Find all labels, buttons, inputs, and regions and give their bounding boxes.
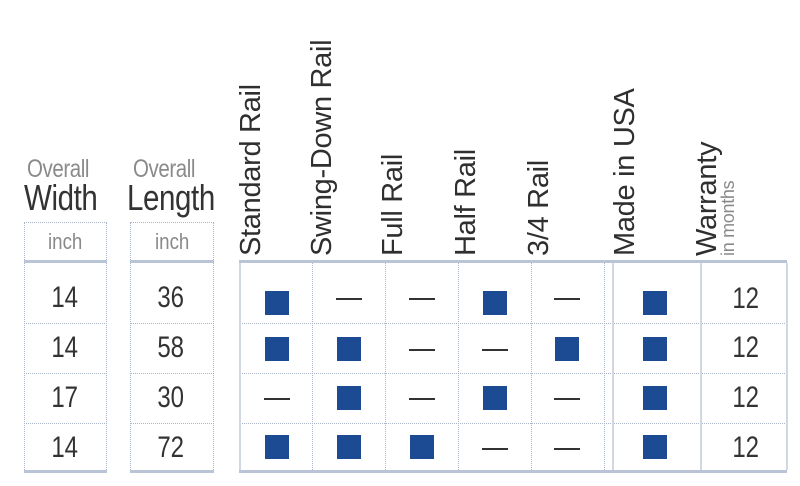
made-in-usa-yes	[643, 386, 667, 410]
swing-down-rail-yes	[337, 337, 361, 361]
made-in-usa-yes	[643, 337, 667, 361]
swing-down-rail-yes	[337, 386, 361, 410]
column-border	[24, 263, 25, 470]
column-border	[604, 263, 605, 470]
standard-rail-yes	[265, 435, 289, 459]
three-quarter-rail-no	[554, 448, 580, 450]
column-border	[531, 263, 532, 470]
length-value: 72	[157, 431, 185, 464]
width-bottom-rule	[24, 470, 107, 473]
overall-width-caption: Overall	[27, 155, 90, 183]
length-value: 36	[157, 281, 185, 314]
row-divider	[130, 323, 214, 324]
half-rail-no	[482, 349, 508, 351]
column-border	[700, 263, 702, 470]
column-border	[385, 263, 386, 470]
three-quarter-rail-no	[554, 398, 580, 400]
row-divider	[239, 373, 787, 374]
length-value: 30	[157, 381, 185, 414]
column-border	[458, 263, 459, 470]
warranty-value: 12	[732, 331, 760, 364]
width-unit: inch	[24, 222, 107, 260]
width-value: 14	[51, 331, 79, 364]
warranty-value: 12	[732, 282, 760, 315]
half-rail-yes	[483, 291, 507, 315]
row-divider	[24, 323, 107, 324]
width-value: 14	[51, 431, 79, 464]
length-title: Length	[127, 177, 215, 218]
full-rail-yes	[410, 435, 434, 459]
length-top-rule	[130, 260, 214, 263]
row-divider	[24, 373, 107, 374]
width-title: Width	[24, 177, 98, 218]
swing-down-rail-no	[336, 298, 362, 300]
swing-down-rail-yes	[337, 435, 361, 459]
column-border	[612, 263, 614, 470]
column-border	[239, 263, 241, 470]
length-value: 58	[157, 331, 185, 364]
full-rail-no	[409, 298, 435, 300]
full-rail-no	[409, 398, 435, 400]
three-quarter-rail-no	[554, 298, 580, 300]
column-border	[312, 263, 313, 470]
standard-rail-yes	[265, 337, 289, 361]
three-quarter-rail-yes	[555, 337, 579, 361]
warranty-sublabel: in months	[718, 180, 738, 256]
full-rail-no	[409, 349, 435, 351]
column-border	[106, 263, 107, 470]
made-in-usa-yes	[643, 291, 667, 315]
standard-rail-yes	[265, 291, 289, 315]
row-divider	[239, 423, 787, 424]
warranty-value: 12	[732, 381, 760, 414]
feature-top-rule	[239, 260, 787, 263]
half-rail-yes	[483, 386, 507, 410]
column-border	[130, 263, 131, 470]
length-unit: inch	[130, 222, 214, 260]
column-border	[213, 263, 214, 470]
width-top-rule	[24, 260, 107, 263]
half-rail-no	[482, 448, 508, 450]
row-divider	[24, 423, 107, 424]
warranty-value: 12	[732, 431, 760, 464]
width-value: 17	[51, 381, 79, 414]
overall-length-caption: Overall	[133, 155, 196, 183]
standard-rail-no	[264, 398, 290, 400]
made-in-usa-yes	[643, 435, 667, 459]
feature-bottom-rule	[239, 470, 787, 473]
column-border	[786, 263, 788, 470]
width-value: 14	[51, 281, 79, 314]
row-divider	[130, 423, 214, 424]
row-divider	[239, 323, 787, 324]
length-bottom-rule	[130, 470, 214, 473]
row-divider	[130, 373, 214, 374]
